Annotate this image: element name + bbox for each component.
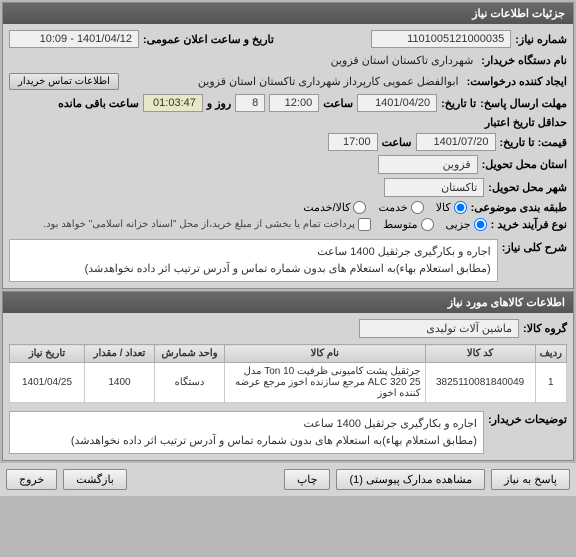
back-button[interactable]: بازگشت: [63, 469, 127, 490]
cat-service-label: خدمت: [378, 201, 407, 214]
creator-label: ایجاد کننده درخواست:: [467, 75, 567, 88]
loc-value: قزوین: [378, 155, 478, 174]
contact-buyer-button[interactable]: اطلاعات تماس خریدار: [9, 73, 119, 90]
cell-code: 3825110081840049: [425, 363, 535, 403]
proc-partial-label: جزیی: [446, 218, 471, 231]
need-details-panel: جزئیات اطلاعات نیاز شماره نیاز: 11010051…: [2, 2, 574, 289]
col-qty: تعداد / مقدار: [85, 345, 155, 363]
proc-partial-radio[interactable]: جزیی: [446, 218, 487, 231]
proc-partial-input[interactable]: [474, 218, 487, 231]
exit-button[interactable]: خروج: [6, 469, 57, 490]
announce-label: تاریخ و ساعت اعلان عمومی:: [143, 33, 274, 46]
buyer-note-label: توضیحات خریدار:: [488, 411, 567, 426]
print-button[interactable]: چاپ: [284, 469, 331, 490]
cat-both-input[interactable]: [353, 201, 366, 214]
cat-goods-input[interactable]: [454, 201, 467, 214]
cell-name: جرثقیل پشت کامیونی ظرفیت Ton 10 مدل ALC …: [225, 363, 426, 403]
time-label-1: ساعت: [323, 97, 353, 110]
attachments-button[interactable]: مشاهده مدارک پیوستی (1): [336, 469, 485, 490]
cat-goods-radio[interactable]: کالا: [436, 201, 467, 214]
col-name: نام کالا: [225, 345, 426, 363]
cell-date: 1401/04/25: [10, 363, 85, 403]
deadline-date: 1401/04/20: [357, 94, 437, 112]
buyer-value: شهرداری تاکستان استان قزوین: [327, 52, 478, 69]
deadline-label: مهلت ارسال پاسخ:: [480, 97, 567, 110]
process-radio-group: جزیی متوسط: [383, 218, 487, 231]
footer-bar: پاسخ به نیاز مشاهده مدارک پیوستی (1) چاپ…: [0, 463, 576, 496]
cat-both-label: کالا/خدمت: [303, 201, 350, 214]
cell-rownum: 1: [535, 363, 566, 403]
time-label-2: ساعت: [382, 136, 412, 149]
category-radio-group: کالا خدمت کالا/خدمت: [303, 201, 466, 214]
remain-label: ساعت باقی مانده: [58, 97, 139, 110]
goods-info-panel: اطلاعات کالاهای مورد نیاز گروه کالا: ماش…: [2, 291, 574, 461]
pay-note-input[interactable]: [358, 218, 371, 231]
desc-label: شرح کلی نیاز:: [502, 239, 567, 254]
deadline-time: 12:00: [269, 94, 319, 112]
group-label: گروه کالا:: [523, 322, 567, 335]
cat-both-radio[interactable]: کالا/خدمت: [303, 201, 366, 214]
panel-header-2: اطلاعات کالاهای مورد نیاز: [3, 292, 573, 313]
reply-button[interactable]: پاسخ به نیاز: [491, 469, 570, 490]
city-label: شهر محل تحویل:: [488, 181, 567, 194]
cell-qty: 1400: [85, 363, 155, 403]
days-label: روز و: [207, 97, 231, 110]
table-row[interactable]: 1 3825110081840049 جرثقیل پشت کامیونی ظر…: [10, 363, 567, 403]
need-no-label: شماره نیاز:: [515, 33, 567, 46]
pay-note-text: پرداخت تمام یا بخشی از مبلغ خرید،از محل …: [43, 219, 355, 230]
announce-value: 1401/04/12 - 10:09: [9, 30, 139, 48]
col-code: کد کالا: [425, 345, 535, 363]
cat-service-input[interactable]: [411, 201, 424, 214]
pay-note-checkbox[interactable]: پرداخت تمام یا بخشی از مبلغ خرید،از محل …: [43, 218, 371, 231]
goods-table: ردیف کد کالا نام کالا واحد شمارش تعداد /…: [9, 344, 567, 403]
cat-service-radio[interactable]: خدمت: [378, 201, 423, 214]
category-label: طبقه بندی موضوعی:: [471, 201, 567, 214]
col-row: ردیف: [535, 345, 566, 363]
table-header-row: ردیف کد کالا نام کالا واحد شمارش تعداد /…: [10, 345, 567, 363]
buyer-label: نام دستگاه خریدار:: [481, 54, 567, 67]
group-value: ماشین آلات تولیدی: [359, 319, 519, 338]
credit-time: 17:00: [328, 133, 378, 151]
deadline-to-label: تا تاریخ:: [441, 97, 476, 110]
credit-date: 1401/07/20: [416, 133, 496, 151]
loc-label: استان محل تحویل:: [482, 158, 567, 171]
desc-text: اجاره و بکارگیری جرثقیل 1400 ساعت (مطابق…: [9, 239, 498, 282]
col-unit: واحد شمارش: [155, 345, 225, 363]
proc-medium-label: متوسط: [383, 218, 418, 231]
price-to-label: قیمت: تا تاریخ:: [500, 136, 567, 149]
city-value: تاکستان: [384, 178, 484, 197]
cell-unit: دستگاه: [155, 363, 225, 403]
remain-time: 01:03:47: [143, 94, 203, 112]
proc-medium-input[interactable]: [421, 218, 434, 231]
process-label: نوع فرآیند خرید :: [491, 218, 567, 231]
days-value: 8: [235, 94, 265, 112]
cat-goods-label: کالا: [436, 201, 451, 214]
creator-value: ابوالفضل عمویی کارپرداز شهرداری تاکستان …: [194, 73, 463, 90]
need-no-value: 1101005121000035: [371, 30, 511, 48]
col-date: تاریخ نیاز: [10, 345, 85, 363]
credit-label: حداقل تاریخ اعتبار: [485, 116, 567, 129]
proc-medium-radio[interactable]: متوسط: [383, 218, 434, 231]
panel-header-1: جزئیات اطلاعات نیاز: [3, 3, 573, 24]
buyer-note-text: اجاره و بکارگیری جرثقیل 1400 ساعت (مطابق…: [9, 411, 484, 454]
